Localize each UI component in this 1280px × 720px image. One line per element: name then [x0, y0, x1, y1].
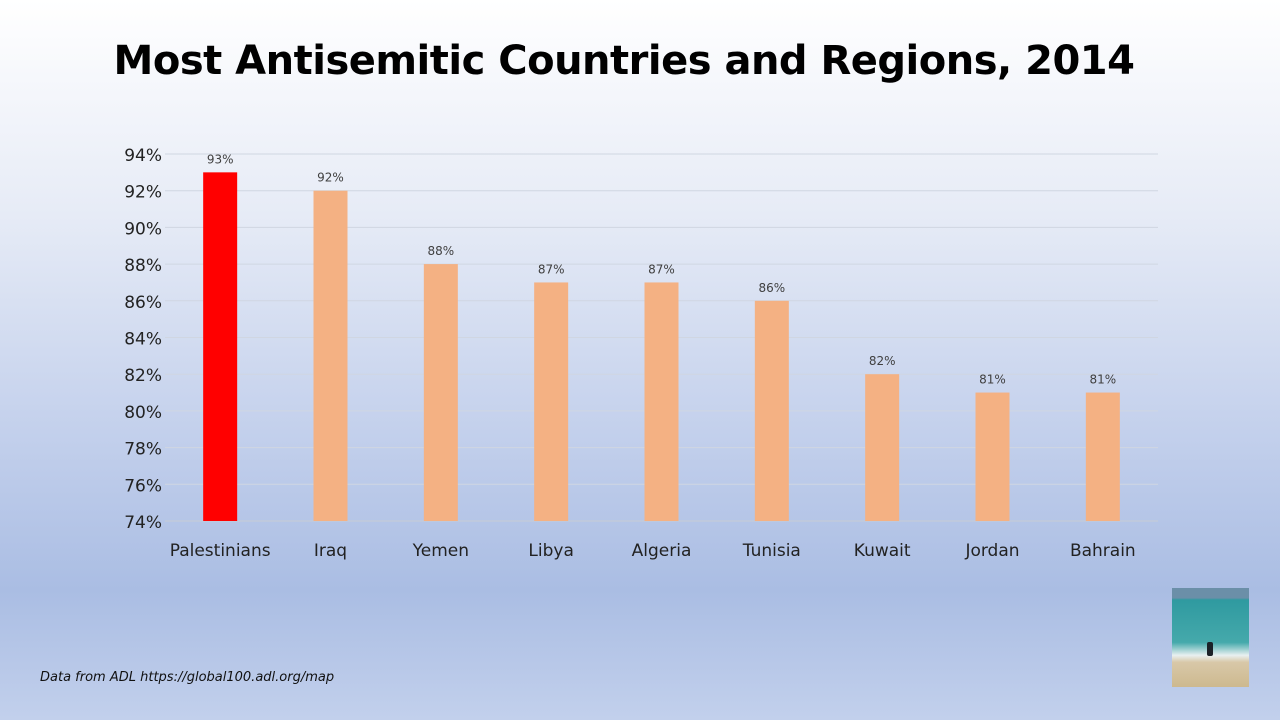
- y-tick-label: 88%: [124, 256, 162, 276]
- data-label: 86%: [758, 281, 785, 295]
- bar: [644, 282, 679, 521]
- x-tick-label: Jordan: [964, 541, 1019, 561]
- bar: [423, 264, 458, 521]
- x-tick-label: Tunisia: [742, 541, 801, 561]
- bar: [754, 300, 789, 521]
- y-tick-label: 78%: [124, 440, 162, 460]
- x-tick-label: Palestinians: [170, 541, 271, 561]
- bar: [203, 172, 238, 521]
- y-tick-label: 84%: [124, 330, 162, 350]
- x-tick-label: Yemen: [412, 541, 469, 561]
- x-tick-label: Bahrain: [1070, 541, 1136, 561]
- bar: [975, 392, 1010, 521]
- bar: [865, 374, 900, 521]
- y-tick-label: 74%: [124, 513, 162, 533]
- y-tick-label: 82%: [124, 366, 162, 386]
- x-tick-label: Iraq: [314, 541, 347, 561]
- y-tick-label: 76%: [124, 476, 162, 496]
- y-tick-label: 92%: [124, 183, 162, 203]
- data-label: 87%: [538, 262, 565, 276]
- bar: [1085, 392, 1120, 521]
- source-note: Data from ADL https://global100.adl.org/…: [40, 670, 335, 685]
- x-tick-label: Kuwait: [854, 541, 911, 561]
- x-tick-label: Algeria: [632, 541, 692, 561]
- y-tick-label: 94%: [124, 146, 162, 166]
- chart-title: Most Antisemitic Countries and Regions, …: [113, 38, 1135, 84]
- data-label: 87%: [648, 262, 675, 276]
- data-label: 81%: [979, 373, 1006, 387]
- y-tick-label: 90%: [124, 219, 162, 239]
- bar: [534, 282, 569, 521]
- y-tick-label: 80%: [124, 403, 162, 423]
- beach-photo-thumbnail: [1172, 588, 1249, 687]
- data-label: 82%: [869, 354, 896, 368]
- y-tick-label: 86%: [124, 293, 162, 313]
- bar: [313, 190, 348, 521]
- x-tick-label: Libya: [528, 541, 573, 561]
- data-label: 81%: [1089, 373, 1116, 387]
- data-label: 93%: [207, 152, 234, 166]
- data-label: 92%: [317, 171, 344, 185]
- person-figure: [1207, 642, 1213, 656]
- data-label: 88%: [427, 244, 454, 258]
